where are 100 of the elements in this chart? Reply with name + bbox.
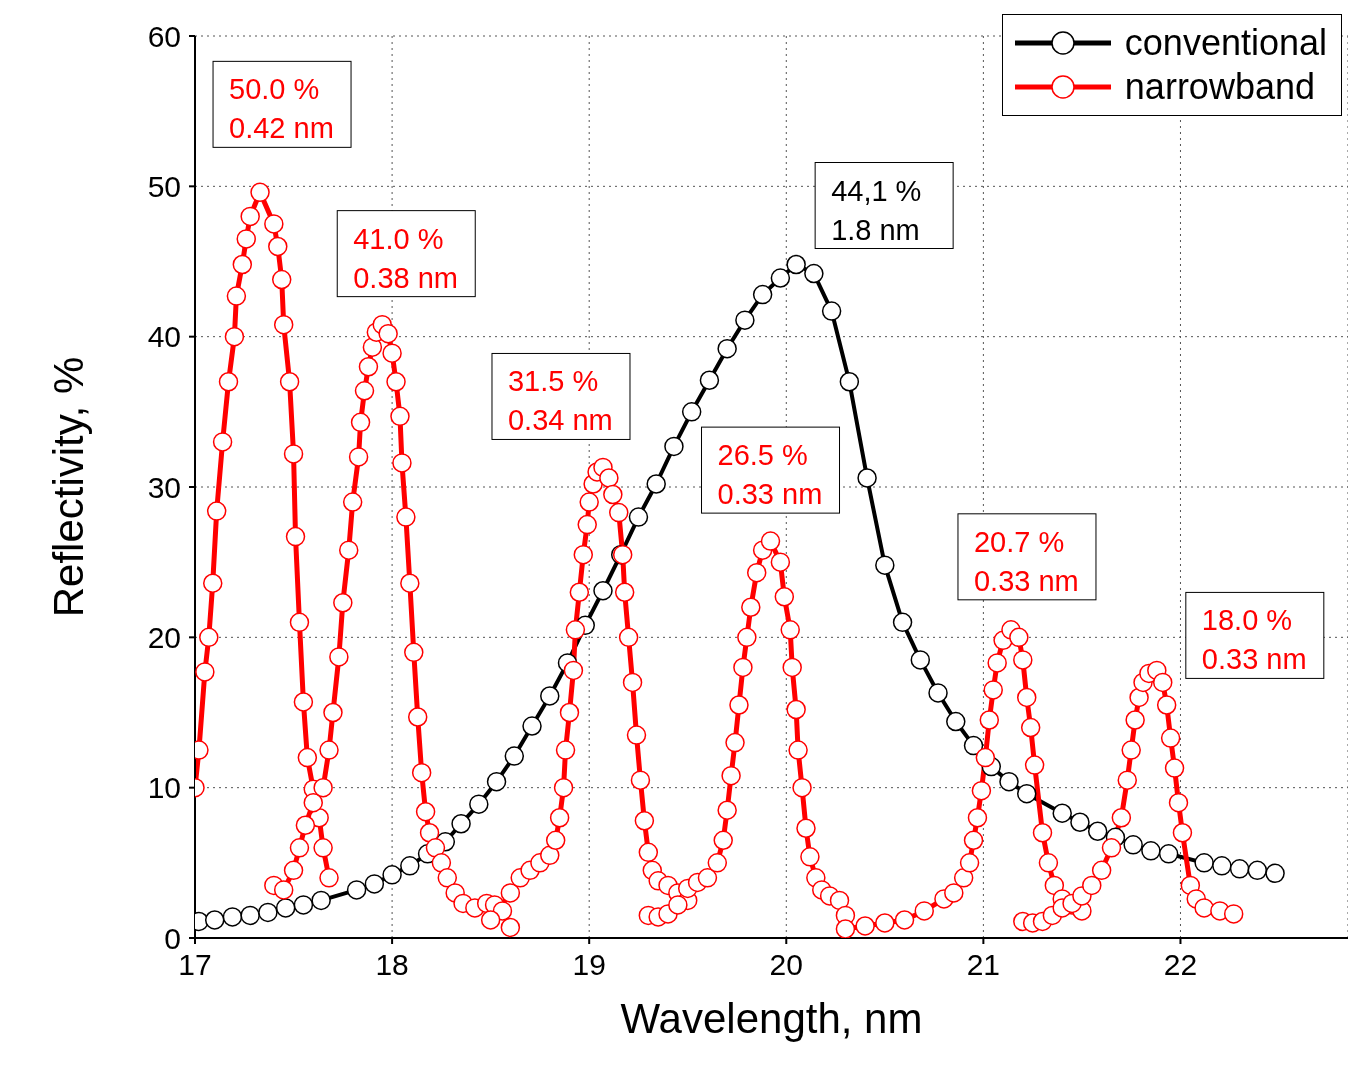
point (329, 647, 349, 667)
point (725, 732, 745, 753)
point (400, 856, 420, 876)
point (733, 657, 753, 678)
point (297, 747, 318, 768)
point (283, 860, 304, 881)
point (788, 740, 808, 760)
point (392, 453, 412, 473)
point (1052, 803, 1072, 823)
point (250, 182, 270, 203)
point (967, 807, 988, 828)
point (404, 642, 424, 663)
point (258, 902, 278, 923)
point (313, 777, 333, 798)
point (303, 792, 324, 813)
point (875, 913, 895, 933)
point (425, 838, 446, 858)
point (1141, 841, 1161, 861)
point (622, 672, 643, 693)
x-tick-label: 20 (769, 948, 803, 982)
point (760, 531, 781, 551)
point (204, 910, 225, 930)
point (240, 905, 260, 926)
point (504, 746, 525, 766)
point (500, 917, 521, 938)
point (971, 780, 992, 801)
point (354, 381, 375, 401)
y-tick-label: 20 (147, 620, 181, 654)
point (1087, 821, 1108, 842)
point (697, 868, 718, 888)
x-tick-label: 21 (966, 948, 1001, 982)
point (390, 406, 410, 427)
point (914, 901, 934, 921)
point (540, 845, 560, 866)
point (226, 286, 247, 306)
point (396, 507, 416, 527)
point (419, 823, 440, 843)
point (1016, 687, 1037, 708)
point (400, 573, 420, 593)
point (1082, 875, 1102, 896)
point (323, 702, 343, 723)
point (437, 868, 458, 888)
point (1223, 904, 1244, 924)
annotation: 31.5 % 0.34 nm (507, 365, 613, 437)
point (565, 620, 586, 640)
point (821, 301, 842, 321)
point (987, 653, 1007, 673)
point (212, 432, 233, 452)
point (786, 699, 806, 720)
point (1070, 812, 1090, 832)
point (202, 573, 223, 593)
point (1016, 783, 1037, 804)
point (1117, 770, 1137, 790)
point (855, 916, 875, 936)
point (875, 555, 895, 575)
point (780, 620, 800, 640)
point (963, 735, 984, 756)
point (1194, 898, 1214, 918)
point (289, 612, 310, 633)
point (346, 880, 367, 900)
point (348, 447, 369, 467)
point (358, 356, 379, 377)
point (218, 372, 239, 392)
point (999, 771, 1019, 792)
annotation: 41.0 % 0.38 nm (353, 222, 459, 294)
annotation: 20.7 % 0.33 nm (973, 525, 1079, 597)
point (1164, 758, 1185, 778)
point (486, 771, 507, 792)
point (1172, 823, 1193, 843)
point (638, 842, 659, 863)
annotation: 18.0 % 0.33 nm (1201, 604, 1307, 676)
point (1101, 838, 1122, 858)
point (285, 526, 306, 547)
point (451, 814, 471, 834)
point (928, 683, 948, 703)
point (959, 853, 980, 873)
point (717, 800, 737, 820)
x-axis-title: Wavelength, nm (620, 995, 923, 1042)
point (1009, 627, 1029, 648)
point (1123, 835, 1143, 855)
annotation: 50.0 % 0.42 nm (229, 73, 334, 145)
point (289, 838, 310, 858)
point (782, 657, 802, 678)
point (729, 695, 749, 715)
point (319, 868, 339, 888)
point (721, 765, 741, 786)
point (599, 468, 619, 488)
point (382, 343, 402, 363)
point (1125, 710, 1145, 730)
x-tick-label: 18 (375, 948, 409, 982)
point (1044, 875, 1065, 896)
point (1121, 740, 1141, 760)
point (699, 370, 720, 391)
point (264, 214, 284, 234)
point (1265, 863, 1285, 884)
point (983, 680, 1003, 700)
point (553, 777, 574, 798)
point (1160, 728, 1181, 748)
annotation: 44,1 % 1.8 nm (831, 174, 922, 246)
point (313, 838, 333, 858)
